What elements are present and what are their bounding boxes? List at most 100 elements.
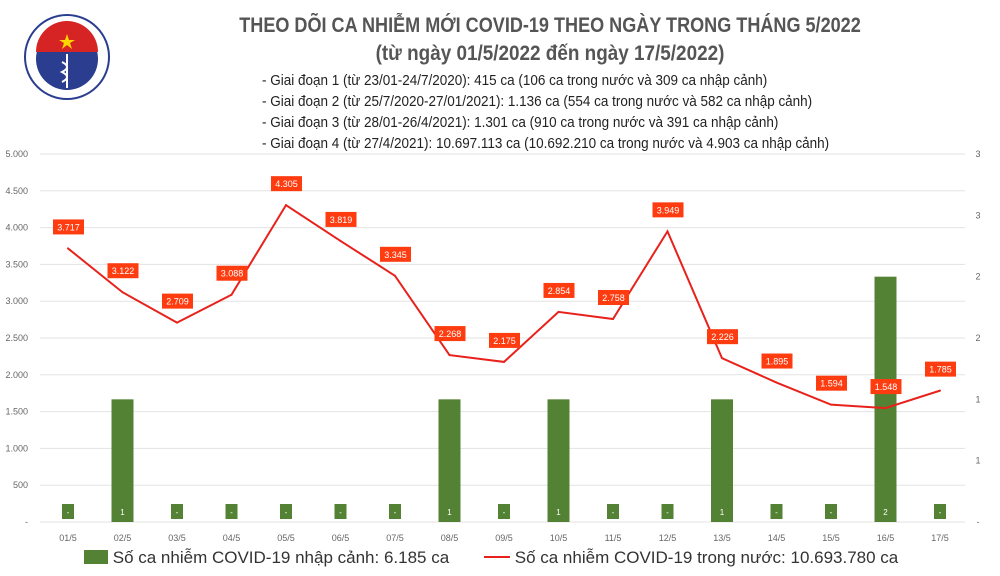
phase-note-3: - Giai đoạn 3 (từ 28/01-26/4/2021): 1.30… <box>262 115 779 131</box>
bar <box>661 504 674 519</box>
line-point <box>612 318 614 321</box>
line-point <box>121 291 124 294</box>
line-point <box>67 247 69 250</box>
bar-label: 1 <box>447 508 452 517</box>
bar-label: 2 <box>883 508 888 517</box>
bar-label: - <box>285 508 288 517</box>
bar-label: - <box>830 508 833 517</box>
bar <box>438 399 461 522</box>
line-point <box>666 230 669 233</box>
bar-label: - <box>230 508 233 517</box>
legend-line-swatch <box>484 556 510 558</box>
x-tick-label: 05/5 <box>277 533 295 543</box>
bar <box>334 504 347 519</box>
y-left-tick-label: 1.500 <box>5 407 28 417</box>
data-label: 1.895 <box>766 357 789 367</box>
x-tick-label: 02/5 <box>114 533 132 543</box>
data-label-bg <box>489 332 520 348</box>
line-point <box>448 354 451 357</box>
x-tick-label: 10/5 <box>550 533 568 543</box>
data-label: 3.949 <box>657 205 680 215</box>
phase-note-2: - Giai đoạn 2 (từ 25/7/2020-27/01/2021):… <box>262 94 813 110</box>
data-label-bg <box>380 246 411 262</box>
x-tick-label: 01/5 <box>59 533 77 543</box>
bar-label: - <box>666 508 669 517</box>
line-point <box>775 381 778 384</box>
bar-label: - <box>612 508 615 517</box>
data-label-bg <box>652 202 684 218</box>
data-label-bg <box>434 326 466 342</box>
y-right-tick-label: 3 <box>975 210 980 220</box>
data-label: 2.709 <box>166 297 189 307</box>
phase-note-4: - Giai đoạn 4 (từ 27/4/2021): 10.697.113… <box>262 136 830 152</box>
legend-bar-label: Số ca nhiễm COVID-19 nhập cảnh: 6.185 ca <box>112 548 450 567</box>
bar <box>607 504 619 519</box>
data-label: 4.305 <box>275 179 298 189</box>
y-left-tick-label: 2.000 <box>5 370 28 380</box>
data-label-bg <box>271 176 302 192</box>
y-right-tick-label: 3 <box>975 149 980 159</box>
line-point <box>503 360 505 363</box>
data-label: 1.594 <box>820 379 843 389</box>
y-right-tick-label: 1 <box>975 456 980 466</box>
bar <box>62 504 74 519</box>
data-label-bg <box>53 219 84 235</box>
data-label-bg <box>707 329 738 345</box>
bar <box>711 399 733 522</box>
data-label: 3.819 <box>330 215 353 225</box>
line-point <box>230 293 233 296</box>
data-label: 1.548 <box>875 382 898 392</box>
phase-note-1: - Giai đoạn 1 (từ 23/01-24/7/2020): 415 … <box>262 73 768 89</box>
x-tick-label: 06/5 <box>332 533 350 543</box>
legend-bar: Số ca nhiễm COVID-19 nhập cảnh: 6.185 ca <box>84 548 449 568</box>
data-label-bg <box>816 375 847 391</box>
bar <box>225 504 238 519</box>
line-point <box>721 357 723 360</box>
legend-line: Số ca nhiễm COVID-19 trong nước: 10.693.… <box>484 548 898 568</box>
x-tick-label: 17/5 <box>931 533 949 543</box>
y-right-tick-label: 2 <box>975 333 980 343</box>
x-tick-label: 11/5 <box>605 533 622 543</box>
y-right-tick-label: 1 <box>975 394 980 404</box>
x-tick-label: 12/5 <box>659 533 677 543</box>
line-series <box>67 203 941 410</box>
y-left-tick-label: - <box>25 517 28 527</box>
x-tick-label: 08/5 <box>441 533 459 543</box>
x-tick-label: 09/5 <box>495 533 513 543</box>
line-point <box>285 204 287 207</box>
y-left-tick-label: 5.000 <box>5 149 28 159</box>
bar-label: - <box>67 508 70 517</box>
bar <box>389 504 401 519</box>
y-left-tick-label: 2.500 <box>5 333 28 343</box>
bar <box>498 504 510 519</box>
y-left-tick-label: 1.000 <box>5 443 28 453</box>
y-right-tick-label: - <box>977 517 980 527</box>
data-label-bg <box>925 361 956 377</box>
bar <box>825 504 837 519</box>
data-label: 3.088 <box>221 269 244 279</box>
bar-label: 1 <box>720 508 725 517</box>
line-point <box>884 407 887 410</box>
x-tick-label: 03/5 <box>168 533 186 543</box>
bar-label: - <box>339 508 342 517</box>
bar <box>111 399 134 522</box>
x-tick-label: 15/5 <box>822 533 840 543</box>
bar <box>874 276 897 522</box>
y-left-tick-label: 500 <box>13 480 28 490</box>
data-label-bg <box>761 353 793 369</box>
bar <box>934 504 946 519</box>
data-label: 3.717 <box>57 222 80 232</box>
y-left-tick-label: 3.500 <box>5 259 28 269</box>
bar-label: 1 <box>120 508 125 517</box>
data-label: 3.345 <box>384 250 407 260</box>
line-point <box>557 310 560 313</box>
line-point <box>939 389 941 392</box>
data-label: 1.785 <box>929 365 952 375</box>
bar-label: - <box>939 508 942 517</box>
chart-subtitle: (từ ngày 01/5/2022 đến ngày 17/5/2022) <box>375 42 725 65</box>
legend-bar-swatch <box>84 550 108 564</box>
line-point <box>394 274 396 277</box>
x-tick-label: 04/5 <box>223 533 241 543</box>
x-tick-label: 16/5 <box>877 533 895 543</box>
